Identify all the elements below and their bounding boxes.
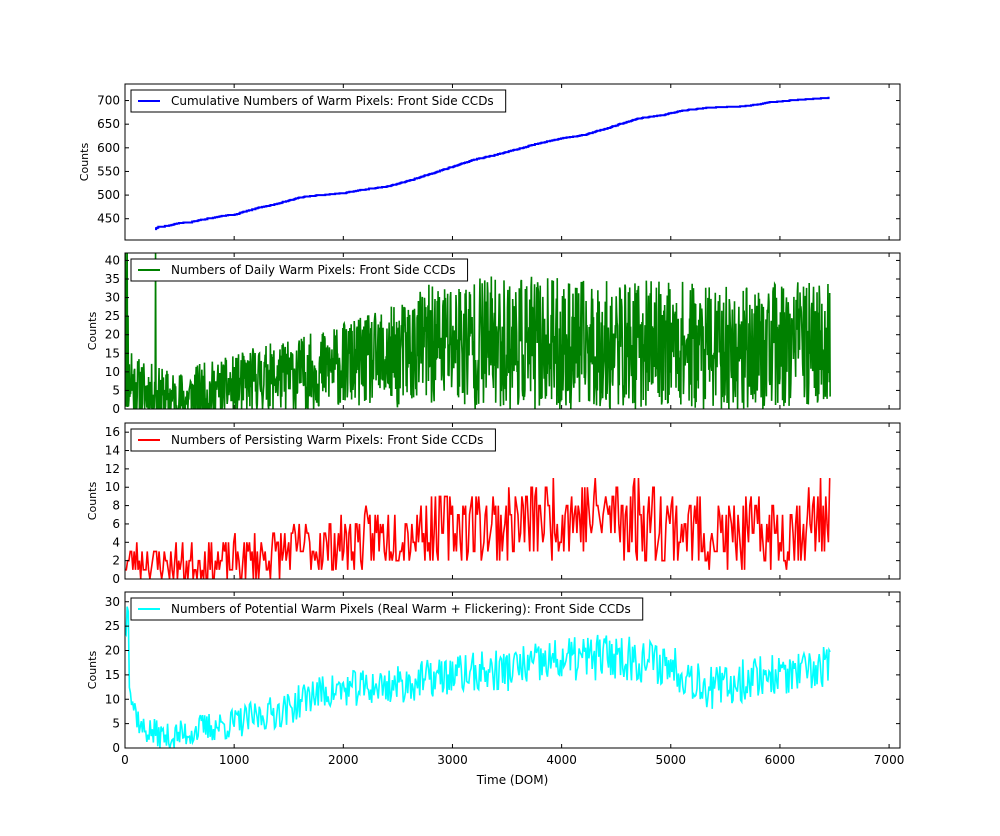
y-tick-label-cumulative: 600 bbox=[97, 141, 120, 155]
legend-box-potential bbox=[130, 597, 644, 621]
legend-label-daily: Numbers of Daily Warm Pixels: Front Side… bbox=[171, 263, 456, 277]
y-tick-label-persisting: 12 bbox=[105, 462, 120, 476]
y-axis-label-persisting: Counts bbox=[86, 482, 99, 521]
y-tick-label-daily: 5 bbox=[112, 383, 120, 397]
series-line-daily bbox=[125, 253, 831, 409]
series-line-potential bbox=[125, 606, 831, 748]
y-tick-label-daily: 0 bbox=[112, 402, 120, 416]
y-tick-label-potential: 15 bbox=[105, 668, 120, 682]
x-tick-label: 0 bbox=[121, 753, 129, 767]
y-tick-label-potential: 0 bbox=[112, 741, 120, 755]
y-tick-label-persisting: 0 bbox=[112, 572, 120, 586]
x-tick-label: 5000 bbox=[656, 753, 687, 767]
x-tick-label: 7000 bbox=[874, 753, 905, 767]
legend-box-persisting bbox=[130, 428, 496, 452]
y-tick-label-potential: 25 bbox=[105, 619, 120, 633]
x-tick-label: 4000 bbox=[546, 753, 577, 767]
y-tick-label-daily: 10 bbox=[105, 365, 120, 379]
y-axis-label-cumulative: Counts bbox=[78, 143, 91, 182]
y-tick-label-cumulative: 650 bbox=[97, 117, 120, 131]
x-tick-label: 6000 bbox=[765, 753, 796, 767]
x-tick-label: 2000 bbox=[328, 753, 359, 767]
panel-cumulative: 450 500 550 600 650 700 Counts Cumulative Numbe… bbox=[78, 83, 901, 241]
y-tick-label-cumulative: 500 bbox=[97, 188, 120, 202]
axes-frame-daily bbox=[124, 252, 901, 410]
axes-frame-potential bbox=[124, 591, 901, 749]
y-tick-label-daily: 15 bbox=[105, 346, 120, 360]
y-tick-label-persisting: 8 bbox=[112, 499, 120, 513]
y-axis-label-daily: Counts bbox=[86, 312, 99, 351]
y-tick-label-cumulative: 550 bbox=[97, 164, 120, 178]
y-tick-label-daily: 35 bbox=[105, 272, 120, 286]
y-tick-label-potential: 10 bbox=[105, 692, 120, 706]
y-tick-label-persisting: 2 bbox=[112, 554, 120, 568]
legend-box-daily bbox=[130, 258, 469, 282]
legend-box-cumulative bbox=[130, 89, 507, 113]
legend-persisting: Numbers of Persisting Warm Pixels: Front… bbox=[130, 428, 496, 452]
legend-potential: Numbers of Potential Warm Pixels (Real W… bbox=[130, 597, 644, 621]
y-tick-label-daily: 30 bbox=[105, 291, 120, 305]
y-tick-label-potential: 5 bbox=[112, 717, 120, 731]
y-tick-label-cumulative: 700 bbox=[97, 94, 120, 108]
panel-potential: 0 5 10 15 20 25 30 0 1000 2000 3000 4000 5000 6000 700… bbox=[86, 591, 905, 767]
y-tick-label-potential: 30 bbox=[105, 595, 120, 609]
axes-frame-cumulative bbox=[124, 83, 901, 241]
series-line-cumulative bbox=[155, 96, 830, 231]
panel-daily: 0 5 10 15 20 25 30 35 40 Counts Numbers of Daily W… bbox=[86, 252, 901, 416]
y-tick-label-daily: 20 bbox=[105, 328, 120, 342]
x-tick-label: 1000 bbox=[219, 753, 250, 767]
y-tick-label-cumulative: 450 bbox=[97, 212, 120, 226]
y-tick-label-potential: 20 bbox=[105, 644, 120, 658]
legend-label-persisting: Numbers of Persisting Warm Pixels: Front… bbox=[171, 433, 483, 447]
legend-label-potential: Numbers of Potential Warm Pixels (Real W… bbox=[171, 602, 631, 616]
y-tick-label-persisting: 6 bbox=[112, 517, 120, 531]
axes-frame-persisting bbox=[124, 422, 901, 580]
series-line-persisting bbox=[125, 477, 831, 579]
legend-daily: Numbers of Daily Warm Pixels: Front Side… bbox=[130, 258, 469, 282]
y-tick-label-persisting: 16 bbox=[105, 425, 120, 439]
y-tick-label-persisting: 4 bbox=[112, 535, 120, 549]
y-tick-label-daily: 25 bbox=[105, 309, 120, 323]
y-tick-label-persisting: 10 bbox=[105, 480, 120, 494]
y-tick-label-daily: 40 bbox=[105, 253, 120, 267]
x-tick-label: 3000 bbox=[437, 753, 468, 767]
legend-cumulative: Cumulative Numbers of Warm Pixels: Front… bbox=[130, 89, 507, 113]
legend-label-cumulative: Cumulative Numbers of Warm Pixels: Front… bbox=[171, 94, 494, 108]
x-axis-label: Time (DOM) bbox=[476, 773, 549, 787]
y-tick-label-persisting: 14 bbox=[105, 444, 120, 458]
y-axis-label-potential: Counts bbox=[86, 651, 99, 690]
panel-persisting: 0 2 4 6 8 10 12 14 16 Counts Numbers of Persisting… bbox=[86, 422, 901, 586]
